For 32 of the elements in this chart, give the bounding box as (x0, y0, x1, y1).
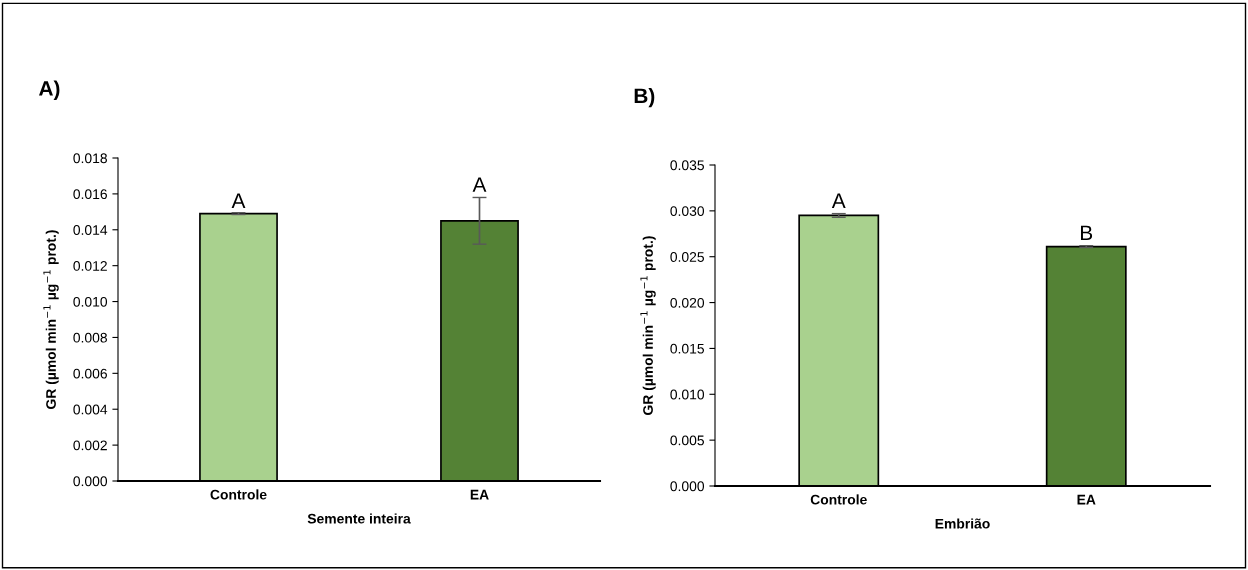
y-tick-label: 0.010 (73, 296, 108, 307)
y-tick-label: 0.008 (73, 332, 107, 343)
x-tick-label: EA (1077, 494, 1096, 505)
y-axis-title: GR (µmol min$^{−1}$ µg$^{−1}$ prot.) (640, 236, 656, 415)
y-tick-label: 0.014 (73, 225, 108, 235)
annotation: B (1081, 225, 1093, 240)
y-tick-label: 0.010 (670, 389, 705, 400)
y-tick-label: 0.002 (73, 440, 107, 451)
y-tick-label: 0.012 (73, 261, 107, 271)
x-axis-title: Embrião (935, 518, 990, 529)
y-tick-label: 0.004 (73, 404, 108, 415)
y-tick-label: 0.018 (73, 153, 107, 164)
y-tick-label: 0.016 (73, 189, 107, 200)
y-tick-label: 0.035 (670, 160, 704, 171)
annotation: A (231, 193, 246, 208)
y-tick-label: 0.005 (670, 435, 704, 446)
y-axis-title: GR (µmol min$^{−1}$ µg$^{−1}$ prot.) (43, 230, 59, 409)
x-tick-label: Controle (810, 494, 867, 505)
y-tick-label: 0.020 (670, 297, 705, 308)
y-tick-label: 0.015 (670, 343, 704, 354)
y-tick-label: 0.006 (73, 368, 107, 379)
y-tick-label: 0.025 (670, 252, 704, 262)
x-tick-label: Controle (210, 489, 267, 500)
y-tick-label: 0.030 (670, 206, 705, 217)
annotation: A (472, 177, 487, 192)
chart-title: A) (38, 80, 60, 100)
x-tick-label: EA (470, 489, 489, 500)
y-tick-label: 0.000 (73, 476, 108, 487)
annotation: A (831, 193, 846, 208)
y-tick-label: 0.000 (670, 481, 705, 492)
x-axis-title: Semente inteira (307, 513, 411, 524)
chart-title: B) (634, 87, 655, 108)
